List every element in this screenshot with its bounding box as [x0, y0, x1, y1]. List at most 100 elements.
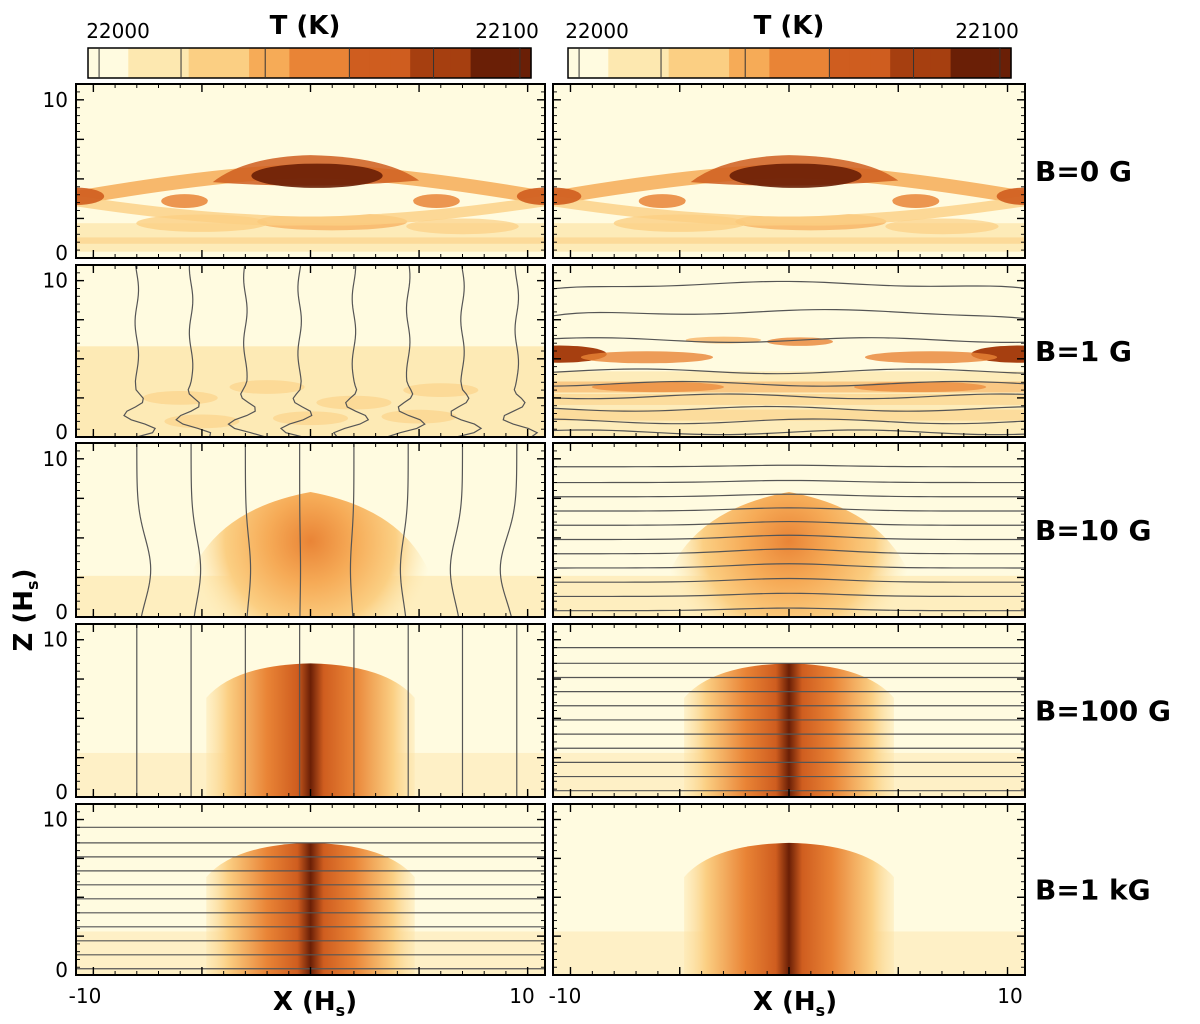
colorbar-swatch [970, 48, 992, 78]
colorbar-left [87, 47, 532, 79]
ytick-label-top: 10 [43, 88, 68, 112]
magnetic-field-line [553, 563, 1025, 569]
temperature-column [684, 663, 894, 797]
colorbar-right-min-label: 22000 [565, 19, 629, 43]
colorbar-swatch [490, 48, 512, 78]
colorbar-swatch [430, 48, 452, 78]
magnetic-field-line [553, 520, 1025, 526]
colorbar-swatch [930, 48, 952, 78]
colorbar-left-max-label: 22100 [475, 19, 539, 43]
magnetic-field-line [332, 265, 370, 437]
colorbar-frame [567, 47, 1012, 79]
colorbar-swatch [369, 48, 391, 78]
temperature-blob [638, 194, 686, 209]
temperature-arc [76, 195, 545, 226]
colorbar-swatch [588, 48, 609, 78]
colorbar-swatch [749, 48, 770, 78]
colorbar-swatch [128, 48, 150, 78]
temperature-blob [892, 194, 940, 209]
magnetic-field-line [553, 380, 1025, 387]
ytick-label-top: 10 [43, 447, 68, 471]
colorbar-swatch [329, 48, 351, 78]
magnetic-field-line [386, 265, 426, 437]
magnetic-field-line [175, 265, 212, 437]
magnetic-field-line [449, 443, 464, 617]
temperature-band [76, 237, 545, 244]
magnetic-field-line [399, 443, 409, 617]
colorbar-swatch [688, 48, 710, 78]
colorbar-swatch [950, 48, 972, 78]
temperature-core [251, 163, 383, 188]
colorbar-swatch [628, 48, 650, 78]
temperature-cool-region [685, 188, 893, 217]
xtick-right-panel-max: 10 [997, 984, 1022, 1008]
temperature-blob [412, 194, 460, 209]
ytick-label-top: 10 [43, 269, 68, 293]
magnetic-field-line [299, 443, 302, 617]
colorbar-right [567, 47, 1012, 79]
colorbar-swatch [168, 48, 190, 78]
magnetic-field-line [553, 479, 1025, 484]
magnetic-field-line [553, 548, 1025, 555]
colorbar-swatch [789, 48, 811, 78]
magnetic-field-line [279, 265, 313, 437]
colorbar-swatch [510, 48, 532, 78]
magnetic-field-line [553, 405, 1025, 412]
colorbar-swatch [470, 48, 492, 78]
panel-r5-c2 [552, 803, 1026, 976]
ytick-label-top: 10 [43, 628, 68, 652]
colorbar-swatch [648, 48, 670, 78]
temperature-column [206, 663, 415, 797]
panel-r2-c1: 10 0 [43, 264, 546, 444]
temperature-dome [180, 492, 441, 617]
temperature-blob [316, 395, 392, 410]
magnetic-field-line [553, 308, 1025, 320]
colorbar-swatch [708, 48, 730, 78]
temperature-blob [516, 187, 545, 206]
magnetic-field-line [553, 534, 1025, 541]
panel-r2-c2 [552, 264, 1026, 438]
xtick-right-panel-min: -10 [549, 984, 582, 1008]
temperature-core [729, 163, 862, 188]
row-label-field-strength: B=1 G [1035, 335, 1132, 368]
panel-r4-c2 [552, 623, 1026, 798]
ytick-label-bottom: 0 [55, 241, 68, 265]
magnetic-field-line [553, 393, 1025, 400]
colorbar-swatch [829, 48, 851, 78]
colorbar-swatch [108, 48, 129, 78]
colorbar-left-min-label: 22000 [86, 19, 150, 43]
panel-r3-c2 [552, 442, 1026, 618]
panel-r4-c1: 10 0 [43, 623, 546, 804]
colorbar-swatch [269, 48, 290, 78]
colorbar-swatch [289, 48, 311, 78]
colorbar-swatch [568, 48, 589, 78]
magnetic-field-line [553, 280, 1025, 290]
magnetic-field-line [553, 577, 1025, 583]
temperature-blob [76, 187, 105, 206]
temperature-band [553, 409, 1025, 421]
magnetic-field-line [123, 265, 157, 437]
row-label-field-strength: B=0 G [1035, 155, 1132, 188]
colorbar-right-title: T (K) [754, 11, 825, 41]
colorbar-swatch [809, 48, 831, 78]
temperature-streak [864, 351, 998, 364]
colorbar-swatch [890, 48, 911, 78]
magnetic-field-line [450, 265, 483, 437]
magnetic-field-line [553, 507, 1025, 512]
panel-r3-c1: 10 0 [43, 442, 546, 624]
panel-grid: 10 0 B=0 G 10 0 B=1 G 10 0 B=10 G 10 0 B=100 G 10 0 B=… [43, 83, 1171, 982]
temperature-streak [854, 381, 987, 393]
ytick-label-bottom: 0 [55, 958, 68, 982]
temperature-arc [553, 195, 1025, 226]
temperature-blob [406, 218, 519, 235]
colorbar-swatch [208, 48, 230, 78]
magnetic-field-line [553, 607, 1025, 612]
colorbar-swatch [410, 48, 431, 78]
magnetic-field-line [349, 443, 355, 617]
magnetic-field-line [499, 443, 518, 617]
temperature-column [206, 842, 415, 975]
colorbar-frame [87, 47, 532, 79]
ylabel: Z (Hs) [9, 569, 42, 652]
temperature-band [553, 237, 1025, 244]
